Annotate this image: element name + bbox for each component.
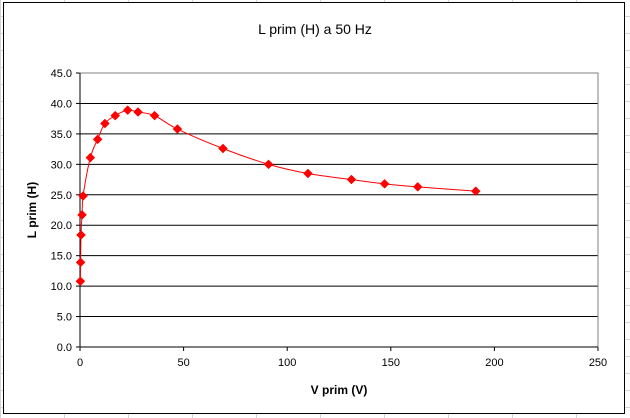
y-tick-label: 5.0: [57, 312, 72, 324]
x-tick-label: 250: [589, 357, 607, 369]
y-tick-label: 25.0: [51, 190, 72, 202]
data-point-marker: [133, 107, 143, 117]
series-markers: [75, 105, 481, 287]
y-tick-label: 35.0: [51, 129, 72, 141]
data-point-marker: [85, 152, 96, 163]
data-point-marker: [78, 191, 88, 201]
y-tick-label: 20.0: [51, 220, 72, 232]
x-tick-label: 150: [382, 357, 400, 369]
axes: [79, 73, 598, 348]
tick-labels: 0.0 5.0 10.0 15.0 20.0 25.0 30.0 35.0 40.0 45.0 0 5…: [51, 68, 608, 369]
data-point-marker: [218, 143, 228, 154]
y-tick-label: 30.0: [51, 159, 72, 171]
chart-area[interactable]: [3, 2, 625, 414]
data-point-marker: [303, 168, 313, 179]
data-point-marker: [76, 230, 86, 240]
data-point-marker: [346, 174, 357, 185]
data-point-marker: [263, 159, 274, 170]
y-tick-label: 45.0: [51, 68, 72, 80]
x-axis-label: V prim (V): [311, 383, 368, 397]
y-tick-label: 40.0: [51, 98, 72, 110]
chart-title: L prim (H) a 50 Hz: [258, 21, 372, 37]
x-tick-label: 0: [77, 357, 83, 369]
data-point-marker: [379, 178, 390, 189]
data-point-marker: [75, 257, 86, 268]
data-point-marker: [110, 110, 121, 121]
data-point-marker: [122, 105, 133, 115]
data-point-marker: [470, 186, 481, 196]
data-point-marker: [100, 118, 110, 129]
data-point-marker: [172, 124, 183, 134]
data-point-marker: [77, 210, 87, 220]
data-point-marker: [412, 182, 423, 192]
y-axis-label: L prim (H): [25, 182, 39, 238]
data-point-marker: [75, 276, 86, 287]
y-tick-label: 15.0: [51, 251, 72, 263]
x-tick-label: 50: [177, 357, 189, 369]
x-tick-label: 200: [485, 357, 503, 369]
y-tick-label: 0.0: [57, 342, 72, 354]
y-tick-label: 10.0: [51, 281, 72, 293]
data-point-marker: [92, 134, 103, 145]
x-tick-label: 100: [278, 357, 296, 369]
data-point-marker: [149, 110, 160, 121]
